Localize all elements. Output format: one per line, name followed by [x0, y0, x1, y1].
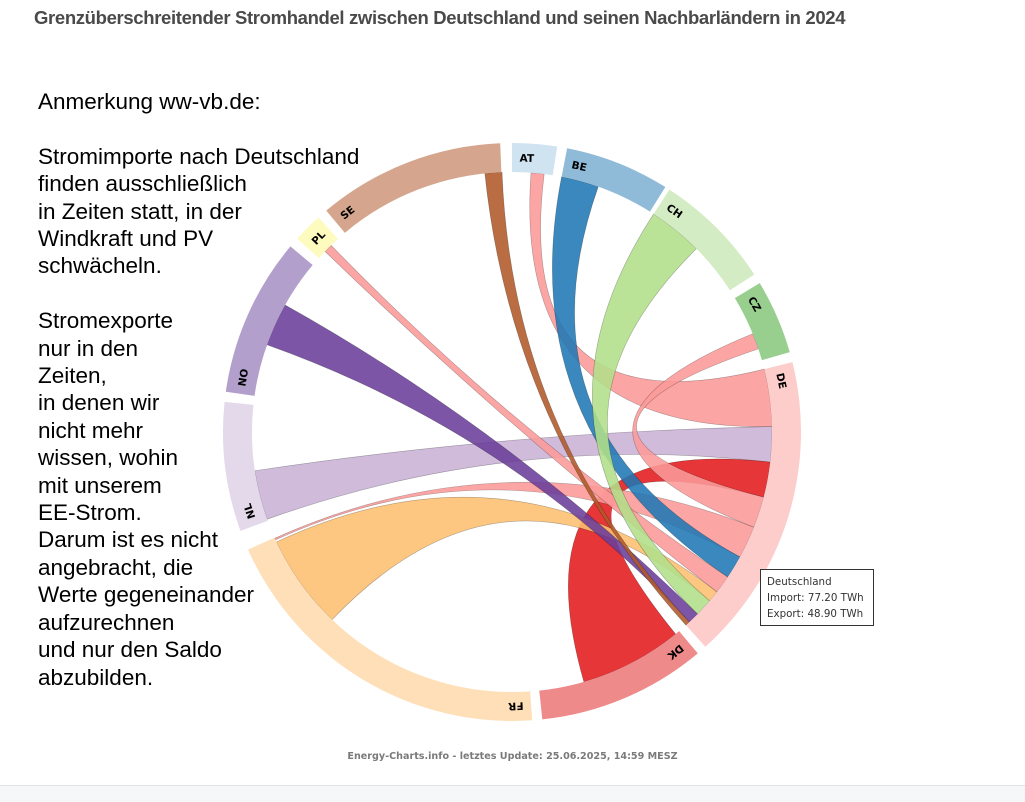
group-arc-nl[interactable]	[222, 401, 268, 531]
annotation-line: abzubilden.	[38, 664, 154, 690]
footer-source: Energy-Charts.info - letztes Update: 25.…	[347, 751, 678, 762]
tooltip-deutschland: Deutschland Import: 77.20 TWh Export: 48…	[760, 569, 874, 626]
ribbon-fr-de[interactable]	[276, 496, 718, 621]
annotation-paragraph-imports: Stromimporte nach Deutschland finden auss…	[38, 143, 359, 280]
group-arc-de[interactable]	[685, 362, 801, 647]
group-arc-pl[interactable]	[297, 217, 338, 259]
annotation-line: finden ausschließlich	[38, 171, 247, 197]
annotation-line: nicht mehr	[38, 417, 144, 443]
annotation-text: Anmerkung ww-vb.de: Stromimporte nach De…	[38, 88, 359, 691]
group-label-nl: NL	[242, 501, 258, 520]
chart-title: Grenzüberschreitender Stromhandel zwisch…	[34, 7, 846, 28]
group-label-be: BE	[570, 159, 587, 174]
group-arc-no[interactable]	[225, 246, 313, 396]
annotation-paragraph-exports: Stromexporte nur in den Zeiten, in denen wi…	[38, 307, 359, 691]
group-arc-be[interactable]	[561, 148, 666, 212]
ribbons-layer	[254, 171, 773, 683]
group-arc-dk[interactable]	[539, 631, 698, 720]
group-arc-ch[interactable]	[653, 189, 755, 291]
annotation-line: schwächeln.	[38, 253, 162, 279]
annotation-line: aufzurechnen	[38, 609, 175, 635]
annotation-line: nur in den	[38, 335, 139, 361]
annotation-line: EE-Strom.	[38, 500, 142, 526]
annotation-line: und nur den Saldo	[38, 637, 222, 663]
ribbon-pl-de[interactable]	[324, 244, 729, 593]
group-arc-se[interactable]	[326, 143, 502, 233]
ribbon-no-de[interactable]	[266, 304, 699, 623]
group-arc-at[interactable]	[512, 143, 558, 176]
ribbon-ch-de[interactable]	[592, 213, 711, 615]
group-arc-cz[interactable]	[734, 283, 790, 361]
annotation-line: in denen wir	[38, 390, 160, 416]
group-label-no: NO	[236, 368, 251, 388]
group-arc-fr[interactable]	[248, 537, 533, 721]
annotation-heading: Anmerkung ww-vb.de:	[38, 89, 261, 114]
annotation-line: Stromexporte	[38, 308, 174, 334]
annotation-line: in Zeiten statt, in der	[38, 198, 242, 224]
tooltip-export: Export: 48.90 TWh	[767, 608, 864, 620]
annotation-line: angebracht, die	[38, 554, 194, 580]
annotation-line: wissen, wohin	[38, 445, 179, 471]
group-label-fr: FR	[508, 699, 524, 712]
annotation-line: Darum ist es nicht	[38, 527, 219, 553]
group-label-at: AT	[519, 153, 535, 165]
annotation-line: Werte gegeneinander	[38, 582, 254, 608]
annotation-line: mit unserem	[38, 472, 162, 498]
tooltip-import: Import: 77.20 TWh	[767, 592, 864, 604]
annotation-line: Zeiten,	[38, 363, 107, 389]
bottom-bar	[0, 785, 1025, 802]
annotation-line: Windkraft und PV	[38, 226, 214, 252]
group-label-de: DE	[773, 372, 788, 390]
annotation-line: Stromimporte nach Deutschland	[38, 143, 360, 169]
tooltip-country: Deutschland	[767, 576, 832, 588]
